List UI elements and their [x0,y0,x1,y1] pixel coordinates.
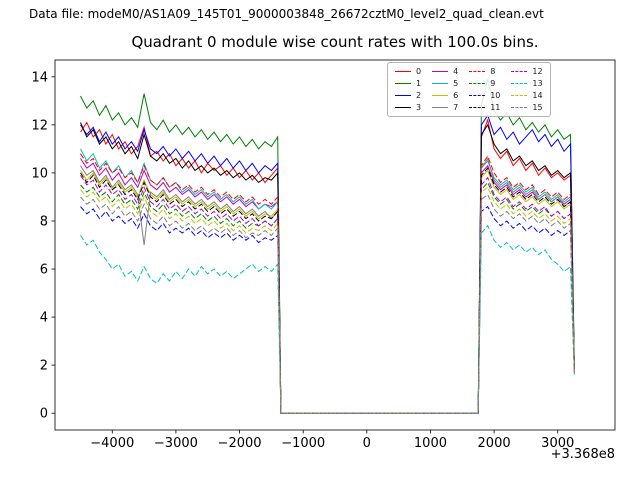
legend-line-sample [395,71,411,72]
legend-line-sample [511,71,528,72]
chart-title: Quadrant 0 module wise count rates with … [131,33,539,51]
series-line-4 [80,158,575,414]
legend: 0 1 2 3 4 5 6 7 8 9 10 11 12 13 14 15 [387,62,551,117]
legend-label-15: 15 [532,103,543,112]
legend-entry-3: 3 [395,103,421,112]
legend-entry-2: 2 [395,91,421,100]
legend-label-7: 7 [453,103,459,112]
x-tick-label: 1000 [414,436,447,451]
legend-line-sample [432,71,449,72]
x-tick-label: −3000 [154,436,198,451]
x-tick-label: 0 [363,436,371,451]
series-line-2 [80,114,575,414]
legend-line-sample [511,95,528,96]
legend-entry-14: 14 [511,91,543,100]
legend-label-4: 4 [453,67,459,76]
series-line-10 [80,205,575,414]
series-line-0 [80,118,575,414]
legend-line-sample [395,107,411,108]
series-line-6 [80,169,575,414]
legend-entry-4: 4 [432,67,458,76]
legend-line-sample [469,95,486,96]
legend-line-sample [469,83,486,84]
legend-entry-8: 8 [469,67,500,76]
x-tick-label: 2000 [478,436,511,451]
series-line-11 [80,167,575,414]
legend-label-10: 10 [490,91,501,100]
series-line-14 [80,186,575,414]
legend-entry-12: 12 [511,67,543,76]
legend-label-14: 14 [532,91,543,100]
legend-label-11: 11 [490,103,501,112]
legend-entry-0: 0 [395,67,421,76]
legend-entry-10: 10 [469,91,500,100]
legend-line-sample [432,83,449,84]
legend-entry-6: 6 [432,91,458,100]
series-line-12 [80,175,575,414]
legend-entry-11: 11 [469,103,500,112]
y-tick-label: 10 [31,166,48,181]
legend-label-2: 2 [416,91,422,100]
x-tick-label: 3000 [541,436,574,451]
legend-line-sample [469,71,486,72]
y-tick-label: 14 [31,70,48,85]
y-tick-label: 6 [40,263,48,278]
series-line-13 [80,224,575,414]
y-tick-label: 2 [40,359,48,374]
x-axis-offset-label: +3.368e8 [550,447,615,462]
y-tick-label: 0 [40,407,48,422]
x-tick-label: −2000 [218,436,262,451]
legend-line-sample [395,95,411,96]
y-tick-label: 8 [40,214,48,229]
series-line-3 [80,122,575,414]
legend-entry-13: 13 [511,79,543,88]
legend-line-sample [432,95,449,96]
y-tick-label: 12 [31,118,48,133]
legend-label-12: 12 [532,67,543,76]
legend-line-sample [395,83,411,84]
legend-entry-7: 7 [432,103,458,112]
legend-line-sample [511,83,528,84]
legend-line-sample [432,107,449,108]
legend-entry-5: 5 [432,79,458,88]
legend-column: 4 5 6 7 [432,67,458,112]
legend-line-sample [511,107,528,108]
axes-frame [54,59,616,431]
legend-line-sample [469,107,486,108]
series-line-15 [80,193,575,414]
datafile-label: Data file: modeM0/AS1A09_145T01_90000038… [29,7,544,21]
series-line-7 [80,157,575,414]
legend-column: 0 1 2 3 [395,67,421,112]
series-line-9 [80,181,575,414]
x-tick-label: −4000 [90,436,134,451]
legend-label-1: 1 [416,79,422,88]
legend-label-9: 9 [490,79,496,88]
legend-entry-9: 9 [469,79,500,88]
x-tick-label: −1000 [281,436,325,451]
series-line-5 [80,148,575,414]
series-line-8 [80,153,575,414]
legend-column: 12 13 14 15 [511,67,543,112]
legend-label-6: 6 [453,91,459,100]
legend-entry-1: 1 [395,79,421,88]
legend-label-5: 5 [453,79,459,88]
legend-label-0: 0 [416,67,422,76]
legend-label-3: 3 [416,103,422,112]
y-tick-label: 4 [40,311,48,326]
legend-label-8: 8 [490,67,496,76]
legend-label-13: 13 [532,79,543,88]
legend-entry-15: 15 [511,103,543,112]
legend-column: 8 9 10 11 [469,67,500,112]
series-line-1 [80,79,575,414]
